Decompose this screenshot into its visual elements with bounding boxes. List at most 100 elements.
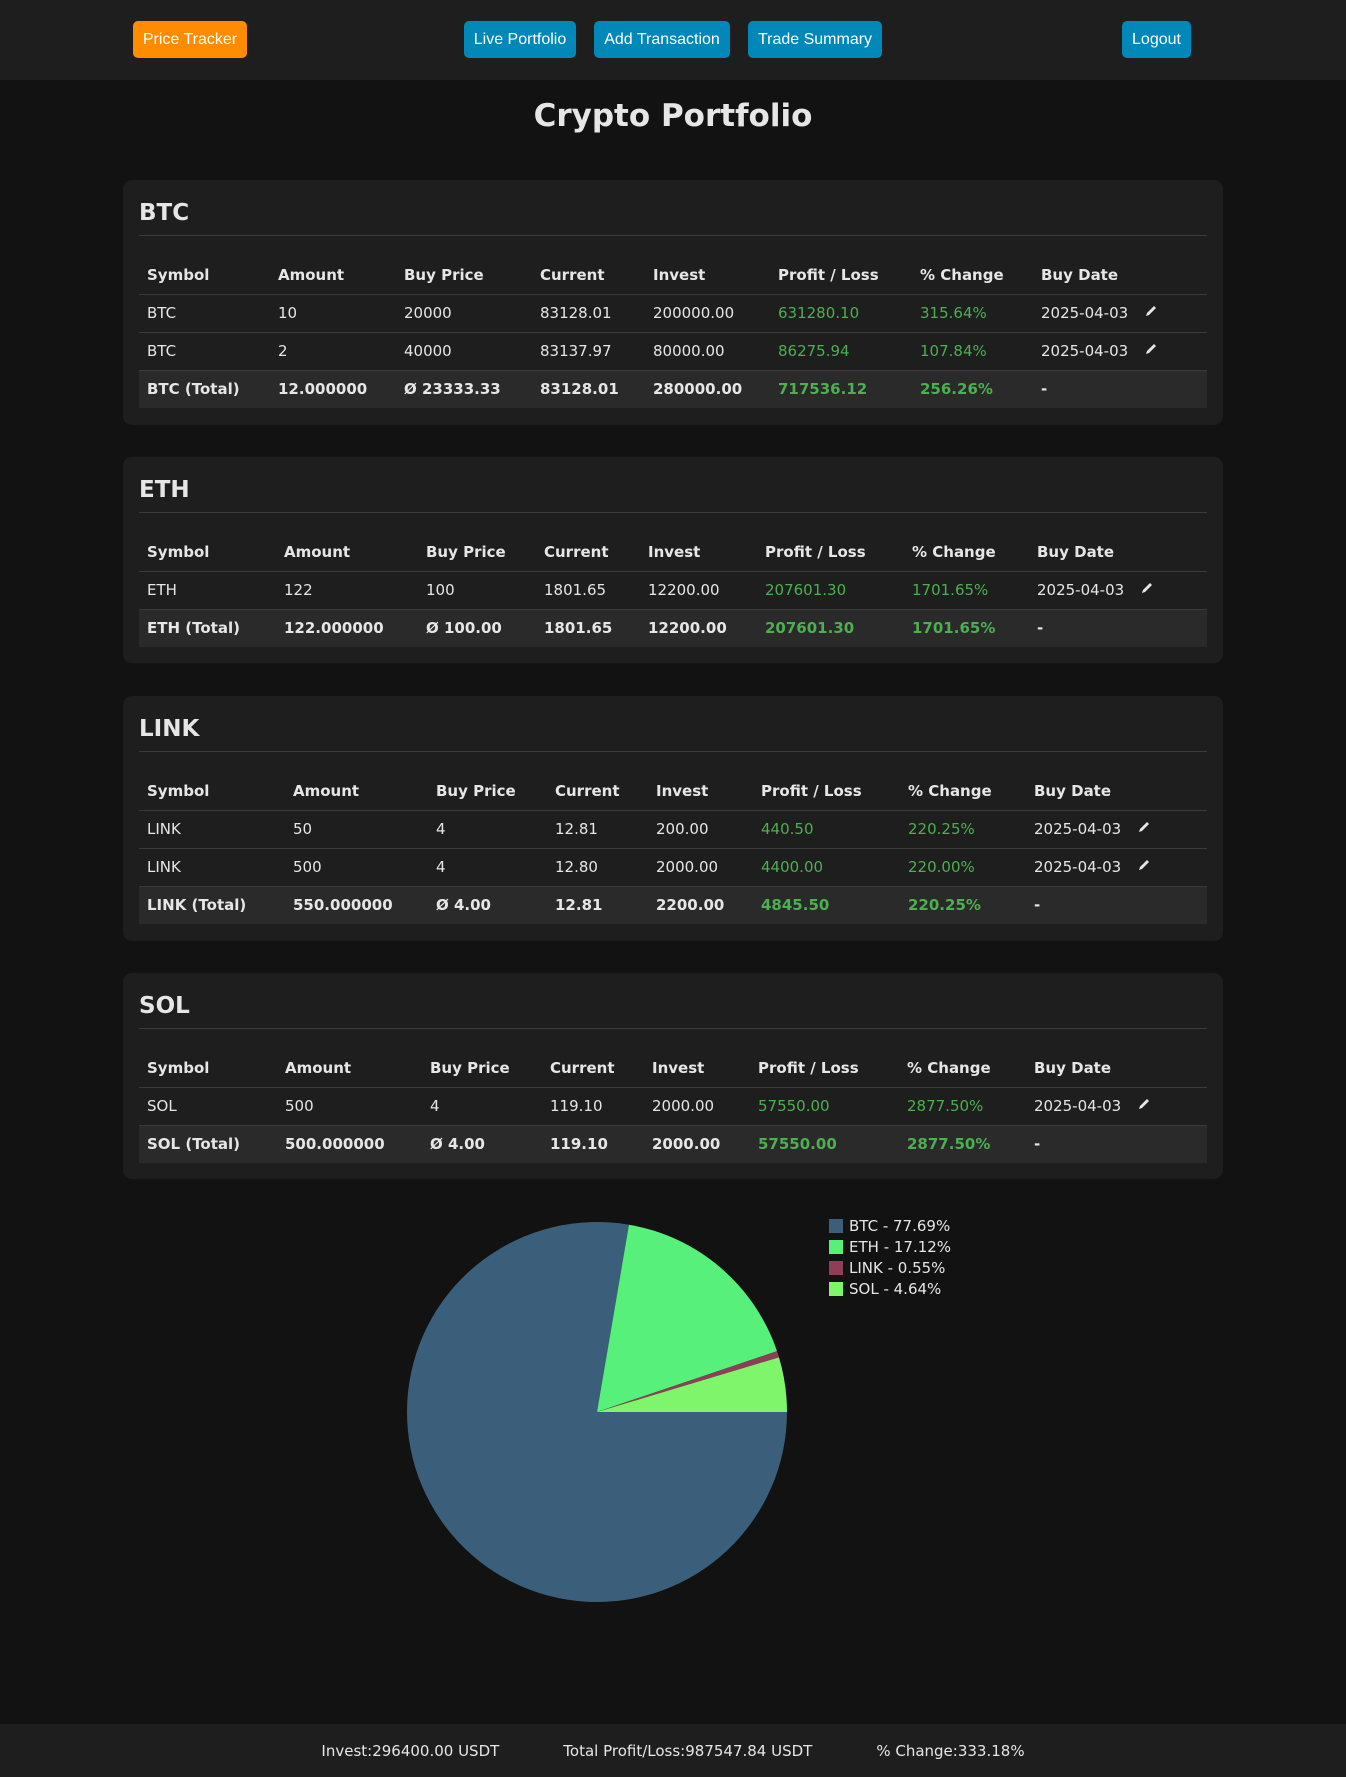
cell-symbol: BTC (Total) <box>139 370 270 408</box>
column-header: Buy Date <box>1026 772 1207 811</box>
legend-label: BTC - 77.69% <box>849 1216 951 1235</box>
cell-buy-date: 2025-04-03 <box>1026 810 1207 849</box>
pencil-icon[interactable] <box>1144 304 1158 322</box>
allocation-pie-chart <box>407 1222 787 1602</box>
column-header: Current <box>542 1049 644 1088</box>
column-header: Buy Price <box>422 1049 542 1088</box>
cell-invest: 2200.00 <box>648 886 753 924</box>
cell-symbol: LINK <box>139 848 285 887</box>
column-header: Buy Date <box>1033 256 1207 295</box>
cell-change: 220.25% <box>900 886 1026 924</box>
cell-change: 256.26% <box>912 370 1033 408</box>
cell-profit-loss: 207601.30 <box>757 571 904 610</box>
cell-buy-date: 2025-04-03 <box>1026 848 1207 887</box>
card-title: ETH <box>139 477 190 503</box>
divider <box>139 1028 1207 1029</box>
table-row: ETH 122 100 1801.65 12200.00 207601.30 1… <box>139 571 1207 610</box>
cell-current: 12.81 <box>547 886 648 924</box>
cell-current: 83128.01 <box>532 294 645 333</box>
cell-symbol: SOL (Total) <box>139 1125 277 1163</box>
cell-invest: 2000.00 <box>648 848 753 887</box>
pencil-icon[interactable] <box>1144 342 1158 360</box>
page-title: Crypto Portfolio <box>533 98 813 134</box>
column-header: Buy Date <box>1029 533 1207 572</box>
cell-profit-loss: 86275.94 <box>770 332 912 371</box>
card-title: LINK <box>139 716 200 742</box>
cell-change: 1701.65% <box>904 609 1029 647</box>
cell-invest: 2000.00 <box>644 1125 750 1163</box>
cell-buy-date: 2025-04-03 <box>1033 332 1207 371</box>
cell-symbol: ETH (Total) <box>139 609 276 647</box>
cell-invest: 80000.00 <box>645 332 770 371</box>
cell-amount: 10 <box>270 294 396 333</box>
cell-buy-date: 2025-04-03 <box>1033 294 1207 333</box>
pencil-icon[interactable] <box>1140 581 1154 599</box>
column-header: Current <box>547 772 648 811</box>
cell-buy-price: 4 <box>422 1087 542 1126</box>
table-row: LINK 50 4 12.81 200.00 440.50 220.25% 20… <box>139 810 1207 849</box>
portfolio-table: Symbol Amount Buy Price Current Invest P… <box>139 533 1207 647</box>
cell-symbol: SOL <box>139 1087 277 1126</box>
live-portfolio-button[interactable]: Live Portfolio <box>464 21 576 58</box>
pie-slice-sol <box>597 1357 787 1412</box>
cell-symbol: ETH <box>139 571 276 610</box>
cell-buy-date: - <box>1026 1125 1207 1163</box>
column-header: % Change <box>900 772 1026 811</box>
chart-legend: BTC - 77.69% ETH - 17.12% LINK - 0.55% S… <box>829 1215 951 1299</box>
portfolio-table: Symbol Amount Buy Price Current Invest P… <box>139 256 1207 408</box>
cell-change: 2877.50% <box>899 1125 1026 1163</box>
pencil-icon[interactable] <box>1137 820 1151 838</box>
card-title: SOL <box>139 993 190 1019</box>
logout-button[interactable]: Logout <box>1122 21 1191 58</box>
cell-buy-date: 2025-04-03 <box>1029 571 1207 610</box>
cell-current: 119.10 <box>542 1125 644 1163</box>
cell-amount: 500 <box>277 1087 422 1126</box>
column-header: Profit / Loss <box>757 533 904 572</box>
column-header: Symbol <box>139 772 285 811</box>
cell-profit-loss: 631280.10 <box>770 294 912 333</box>
pencil-icon[interactable] <box>1137 858 1151 876</box>
legend-item-sol: SOL - 4.64% <box>829 1278 951 1299</box>
cell-change: 2877.50% <box>899 1087 1026 1126</box>
cell-invest: 200000.00 <box>645 294 770 333</box>
add-transaction-button[interactable]: Add Transaction <box>594 21 730 58</box>
portfolio-table: Symbol Amount Buy Price Current Invest P… <box>139 1049 1207 1163</box>
pencil-icon[interactable] <box>1137 1097 1151 1115</box>
legend-label: LINK - 0.55% <box>849 1258 946 1277</box>
footer-profit-loss: Total Profit/Loss:987547.84 USDT <box>563 1741 813 1760</box>
legend-swatch <box>829 1218 843 1233</box>
cell-profit-loss: 57550.00 <box>750 1087 899 1126</box>
buy-date-text: 2025-04-03 <box>1034 1096 1122 1115</box>
navbar: Price Tracker Live Portfolio Add Transac… <box>0 0 1346 80</box>
cell-profit-loss: 4400.00 <box>753 848 900 887</box>
column-header: Amount <box>276 533 418 572</box>
portfolio-card-eth: ETH Symbol Amount Buy Price Current Inve… <box>123 457 1223 663</box>
column-header: % Change <box>899 1049 1026 1088</box>
column-header: Current <box>532 256 645 295</box>
column-header: Symbol <box>139 256 270 295</box>
table-header-row: Symbol Amount Buy Price Current Invest P… <box>139 772 1207 811</box>
legend-label: ETH - 17.12% <box>849 1237 952 1256</box>
column-header: Buy Date <box>1026 1049 1207 1088</box>
legend-item-link: LINK - 0.55% <box>829 1257 951 1278</box>
table-row: BTC 10 20000 83128.01 200000.00 631280.1… <box>139 294 1207 333</box>
column-header: Amount <box>277 1049 422 1088</box>
divider <box>139 235 1207 236</box>
cell-buy-price: 40000 <box>396 332 532 371</box>
divider <box>139 751 1207 752</box>
table-row: BTC 2 40000 83137.97 80000.00 86275.94 1… <box>139 332 1207 371</box>
trade-summary-button[interactable]: Trade Summary <box>748 21 882 58</box>
column-header: Buy Price <box>396 256 532 295</box>
cell-amount: 500 <box>285 848 428 887</box>
divider <box>139 512 1207 513</box>
summary-footer: Invest:296400.00 USDT Total Profit/Loss:… <box>0 1724 1346 1777</box>
portfolio-card-link: LINK Symbol Amount Buy Price Current Inv… <box>123 696 1223 941</box>
price-tracker-button[interactable]: Price Tracker <box>133 21 247 58</box>
cell-buy-date: - <box>1029 609 1207 647</box>
column-header: Buy Price <box>428 772 547 811</box>
cell-profit-loss: 440.50 <box>753 810 900 849</box>
cell-current: 83128.01 <box>532 370 645 408</box>
table-header-row: Symbol Amount Buy Price Current Invest P… <box>139 256 1207 295</box>
cell-buy-price: 20000 <box>396 294 532 333</box>
cell-buy-price: 4 <box>428 848 547 887</box>
